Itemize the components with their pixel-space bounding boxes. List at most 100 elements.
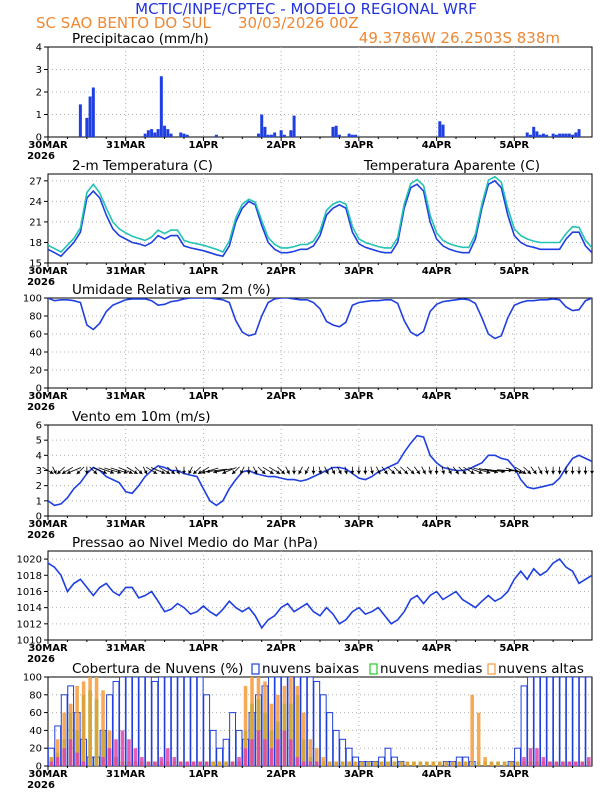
cloud-bar-3 — [308, 761, 313, 766]
precip-bar — [263, 126, 267, 137]
wind-arrow-head — [397, 470, 402, 475]
x-tick-label: 31MAR — [106, 519, 146, 530]
header-location: SC SAO BENTO DO SUL — [36, 14, 211, 32]
x-tick-label: 4APR — [422, 140, 452, 151]
x-tick-label: 31MAR — [106, 140, 146, 151]
wind-arrow-head — [253, 470, 258, 475]
cloud-bar-2 — [250, 677, 254, 766]
cloud-bar-2 — [269, 703, 274, 766]
y-tick-label: 18 — [29, 238, 42, 249]
y-tick-label: 40 — [29, 348, 42, 359]
precip-bar — [143, 133, 147, 137]
cloud-bar-low — [125, 677, 133, 766]
wind-arrow — [447, 466, 452, 475]
cloud-bar-3 — [120, 730, 125, 766]
x-tick-label: 31MAR — [106, 391, 146, 402]
wind-arrow-head — [102, 470, 107, 474]
cloud-bar-3 — [191, 761, 196, 766]
cloud-bar-3 — [55, 757, 60, 766]
wind-arrow-head — [246, 470, 251, 475]
x-tick-label: 2APR — [266, 140, 296, 151]
cloud-bar-2 — [217, 761, 222, 766]
wind-arrow — [381, 466, 388, 475]
y-tick-label: 0 — [36, 762, 42, 773]
wind-arrow — [246, 466, 251, 475]
wind-arrow-head — [338, 470, 342, 475]
precip-bar — [269, 134, 273, 137]
wind-arrow-head — [448, 470, 452, 475]
wind-arrow — [473, 467, 491, 474]
cloud-bar-2 — [450, 761, 455, 766]
x-tick-label: 3APR — [344, 266, 374, 277]
cloud-bar-low — [119, 677, 126, 766]
wind-arrow-head — [269, 470, 274, 474]
wind-arrow — [292, 466, 297, 475]
y-tick-label: 2 — [36, 481, 42, 492]
precip-bar — [354, 134, 358, 137]
cloud-bar-3 — [528, 748, 533, 766]
wind-arrow-head — [344, 470, 348, 475]
cloud-bar-low — [520, 685, 528, 766]
cloud-bar-3 — [580, 761, 585, 766]
wind-arrow-head — [590, 470, 594, 475]
wind-arrow — [557, 466, 562, 475]
wind-arrow-head — [123, 470, 128, 474]
wind-arrow-head — [110, 470, 115, 474]
precip-bar — [554, 134, 558, 137]
y-tick-label: 60 — [29, 708, 42, 719]
wind-arrow-head — [356, 470, 361, 475]
y-tick-label: 15 — [29, 259, 42, 270]
wind-arrow-head — [298, 470, 302, 475]
y-tick-label: 80 — [29, 312, 42, 323]
precip-bar — [88, 96, 92, 137]
wind-arrow-head — [53, 470, 57, 475]
cloud-bar-low — [144, 677, 152, 766]
wind-arrow — [350, 466, 355, 475]
cloud-bar-3 — [314, 761, 319, 766]
wind-arrow — [370, 466, 374, 475]
cloud-bar-2 — [211, 761, 215, 766]
legend-swatch-2 — [487, 663, 496, 675]
x-year-label: 2026 — [27, 151, 55, 162]
cloud-bar-3 — [269, 748, 274, 766]
precip-bar — [163, 125, 167, 137]
precip-bar — [438, 121, 442, 137]
precip-bar — [574, 132, 578, 137]
cloud-bar-3 — [541, 757, 546, 766]
wind-arrow-head — [363, 470, 368, 475]
cloud-bar-2 — [412, 761, 416, 766]
wind-arrow-head — [128, 470, 133, 474]
wind-arrow-head — [93, 470, 98, 475]
x-tick-label: 3APR — [344, 519, 374, 530]
x-tick-label: 5APR — [499, 391, 529, 402]
cloud-bar-2 — [438, 761, 442, 766]
x-tick-label: 3APR — [344, 769, 374, 780]
panel-clouds: 0 20 40 60 80 100 30MAR 31MAR 1APR 2APR 3APR 4APR 5A… — [23, 661, 597, 791]
cloud-bar-3 — [146, 761, 151, 766]
precip-bar — [334, 125, 338, 137]
cloud-bar-2 — [366, 761, 371, 766]
cloud-bar-2 — [431, 761, 436, 766]
wind-arrow-head — [325, 470, 329, 475]
cloud-bar-3 — [178, 761, 183, 766]
cloud-bar-low — [565, 677, 573, 766]
panel-wind: 0 1 2 3 4 5 6 30MAR 31MAR 1APR 2APR 3APR 4APR 5APR 202… — [27, 409, 594, 541]
cloud-bar-3 — [561, 761, 565, 766]
cloud-bar-3 — [586, 757, 591, 766]
cloud-bar-2 — [418, 761, 423, 766]
wind-arrow-head — [276, 470, 281, 474]
x-tick-label: 31MAR — [106, 769, 146, 780]
wind-arrow — [182, 466, 186, 475]
cloud-bar-3 — [243, 748, 248, 766]
series-line-0 — [48, 298, 592, 340]
wind-arrow — [84, 466, 89, 475]
header-title: MCTIC/INPE/CPTEC - MODELO REGIONAL WRF — [135, 0, 477, 18]
wind-arrow — [406, 466, 415, 475]
cloud-bar-3 — [593, 748, 597, 766]
y-tick-label: 0 — [36, 512, 42, 523]
cloud-bar-3 — [166, 748, 170, 766]
wind-arrow-head — [441, 470, 446, 475]
x-tick-label: 2APR — [266, 643, 296, 654]
cloud-bar-low — [209, 729, 217, 766]
cloud-bar-3 — [107, 748, 112, 766]
